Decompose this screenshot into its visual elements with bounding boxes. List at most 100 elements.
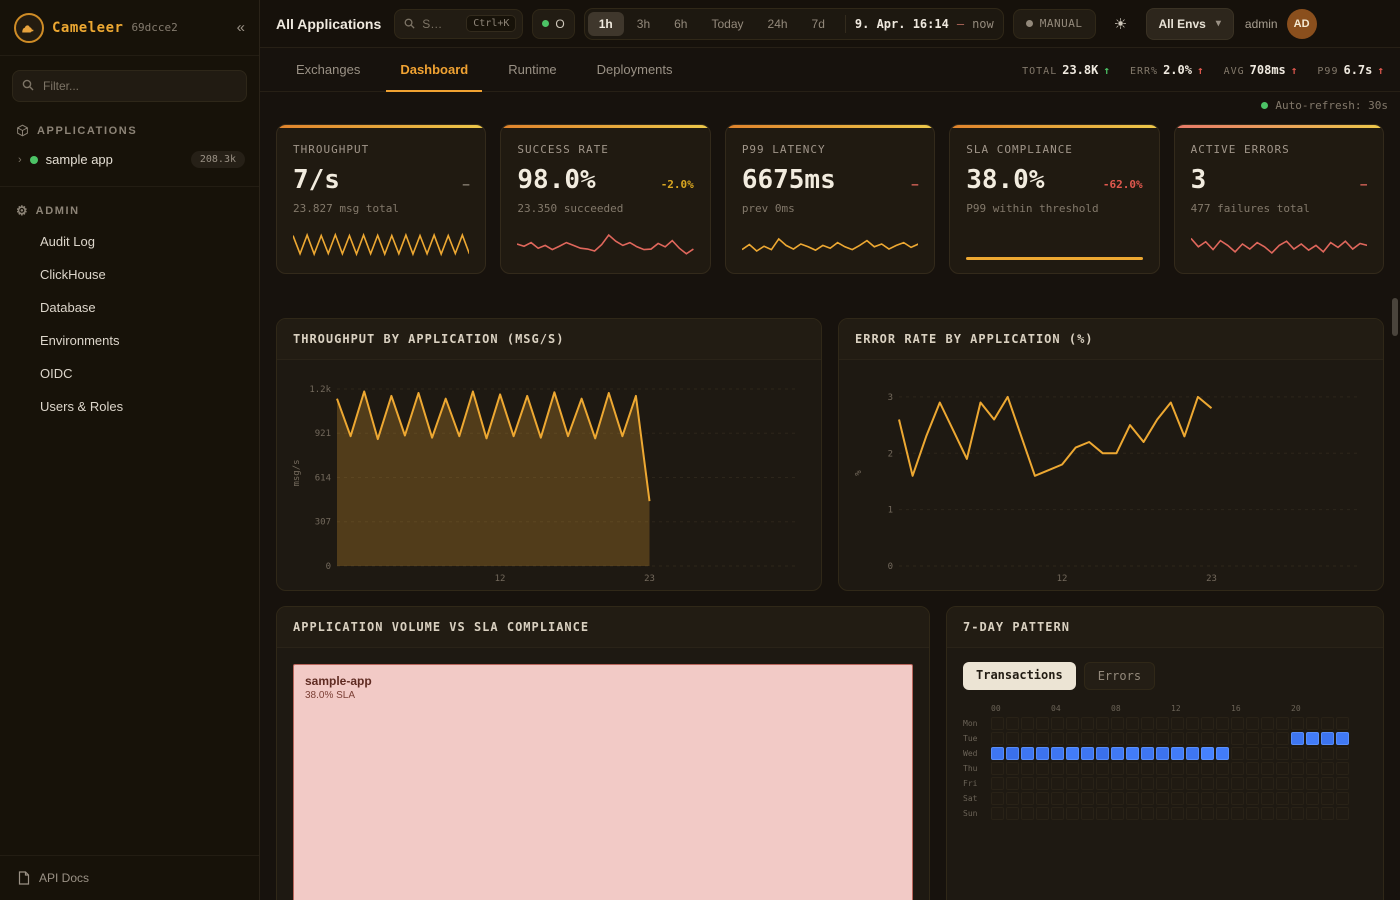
brand-version: 69dcce2 <box>131 21 178 34</box>
heatmap-cell <box>1096 762 1109 775</box>
heatmap-cell <box>1171 732 1184 745</box>
online-dot <box>542 20 550 27</box>
heatmap-cell <box>1111 792 1124 805</box>
heatmap-cell <box>1126 762 1139 775</box>
heatmap-cell <box>1276 792 1289 805</box>
card-accent-bar <box>501 125 710 128</box>
sidebar-item-sample-app[interactable]: › sample app 208.3k <box>0 143 259 176</box>
heatmap-cell <box>1246 747 1259 760</box>
heatmap-cell <box>1066 732 1079 745</box>
tab-runtime[interactable]: Runtime <box>508 62 557 77</box>
heatmap-row-label: Sun <box>963 809 978 818</box>
range-end-label[interactable]: now <box>972 16 994 31</box>
heatmap-cell <box>1111 807 1124 820</box>
trend-up-icon: ↑ <box>1377 63 1384 77</box>
tab-errors[interactable]: Errors <box>1083 662 1156 690</box>
heatmap-cell <box>1051 762 1064 775</box>
connection-status-pill[interactable]: O <box>532 8 575 39</box>
heatmap-cell <box>991 762 1004 775</box>
heatmap-cell <box>1126 777 1139 790</box>
brand-name: Cameleer <box>52 19 124 36</box>
heatmap-cell <box>991 732 1004 745</box>
sidebar-item-oidc[interactable]: OIDC <box>40 366 73 381</box>
heatmap-cell <box>1081 732 1094 745</box>
manual-dot-icon <box>1025 20 1033 27</box>
heatmap-cell <box>1201 792 1214 805</box>
range-button-1h[interactable]: 1h <box>587 11 624 36</box>
sidebar-item-database[interactable]: Database <box>40 300 96 315</box>
application-name: sample app <box>45 152 113 167</box>
heatmap-grid: 00 04 08 12 16 20 Mon Tue Wed Thu Fri Sat Sun <box>963 704 1367 820</box>
svg-text:921: 921 <box>315 429 331 439</box>
heatmap-col-label <box>1246 704 1259 715</box>
chevron-right-icon[interactable]: › <box>18 153 22 166</box>
range-button-24h[interactable]: 24h <box>757 12 799 36</box>
range-button-today[interactable]: Today <box>700 12 754 36</box>
tab-transactions[interactable]: Transactions <box>963 662 1076 690</box>
heatmap-col-label: 12 <box>1171 704 1181 713</box>
svg-text:1.2k: 1.2k <box>309 385 331 395</box>
avatar[interactable]: AD <box>1286 8 1317 39</box>
api-docs-link[interactable]: API Docs <box>0 855 259 900</box>
heatmap-cell <box>1336 762 1349 775</box>
range-button-7d[interactable]: 7d <box>801 12 836 36</box>
heatmap-cell <box>1336 792 1349 805</box>
filter-input[interactable] <box>12 70 247 102</box>
sidebar-collapse-button[interactable]: « <box>236 19 245 36</box>
refresh-dot <box>1261 102 1269 109</box>
heatmap-cell <box>1036 807 1049 820</box>
heatmap-cell <box>1021 762 1034 775</box>
heatmap-col-label <box>1006 704 1019 715</box>
heatmap-cell <box>1201 732 1214 745</box>
heatmap-cell <box>1291 747 1304 760</box>
manual-refresh-toggle[interactable]: MANUAL <box>1012 8 1096 39</box>
tab-deployments[interactable]: Deployments <box>596 62 673 77</box>
heatmap-cell <box>1276 732 1289 745</box>
heatmap-cell <box>1291 732 1304 745</box>
kpi-card-throughput: THROUGHPUT 7/s – 23.827 msg total <box>276 124 487 274</box>
theme-toggle-button[interactable]: ☀ <box>1105 9 1137 39</box>
heatmap-cell <box>1216 717 1229 730</box>
heatmap-cell <box>1276 747 1289 760</box>
heatmap-cell <box>1006 777 1019 790</box>
sidebar-item-users-roles[interactable]: Users & Roles <box>40 399 124 414</box>
sidebar-item-clickhouse[interactable]: ClickHouse <box>40 267 106 282</box>
heatmap-cell <box>1111 762 1124 775</box>
kpi-delta: -2.0% <box>660 178 694 191</box>
range-button-3h[interactable]: 3h <box>626 12 661 36</box>
heatmap-cell <box>1171 762 1184 775</box>
trend-up-icon: ↑ <box>1196 63 1204 77</box>
stat-avg: AVG 708ms ↑ <box>1223 62 1298 77</box>
heatmap-cell <box>1111 732 1124 745</box>
scrollbar-thumb[interactable] <box>1392 298 1398 336</box>
heatmap-cell <box>1216 747 1229 760</box>
charts-row: THROUGHPUT BY APPLICATION (MSG/S) 0 307 61… <box>276 318 1384 591</box>
message-count-badge: 208.3k <box>190 151 245 168</box>
manual-label: MANUAL <box>1039 17 1083 30</box>
heatmap-cell <box>1156 792 1169 805</box>
sidebar-item-environments[interactable]: Environments <box>40 333 120 348</box>
tab-exchanges[interactable]: Exchanges <box>296 62 361 77</box>
camel-logo-icon <box>22 24 34 32</box>
heatmap-col-label <box>1036 704 1049 715</box>
card-accent-bar <box>1174 125 1384 128</box>
heatmap-cell <box>1156 732 1169 745</box>
sparkline-chart <box>1191 228 1367 260</box>
heatmap-col-label <box>1306 704 1319 715</box>
range-button-6h[interactable]: 6h <box>663 12 698 36</box>
environment-select[interactable]: All Envs ▾ <box>1145 7 1234 40</box>
tab-dashboard[interactable]: Dashboard <box>386 48 483 92</box>
heatmap-col-label <box>1156 704 1169 715</box>
heatmap-col-label: 08 <box>1111 704 1121 713</box>
sidebar-item-audit-log[interactable]: Audit Log <box>40 234 95 249</box>
kpi-subtext: P99 within threshold <box>966 202 1099 215</box>
treemap-block[interactable]: sample-app 38.0% SLA <box>293 664 913 900</box>
heatmap-row-label: Mon <box>963 719 978 728</box>
kpi-card-success-rate: SUCCESS RATE 98.0% -2.0% 23.350 succeeded <box>500 124 711 274</box>
heatmap-cell <box>1156 777 1169 790</box>
gear-icon: ⚙ <box>16 203 28 218</box>
range-start-datetime[interactable]: 9. Apr. 16:14 <box>854 16 949 31</box>
global-search[interactable]: Ctrl+K <box>394 8 524 39</box>
search-input[interactable] <box>422 16 461 31</box>
